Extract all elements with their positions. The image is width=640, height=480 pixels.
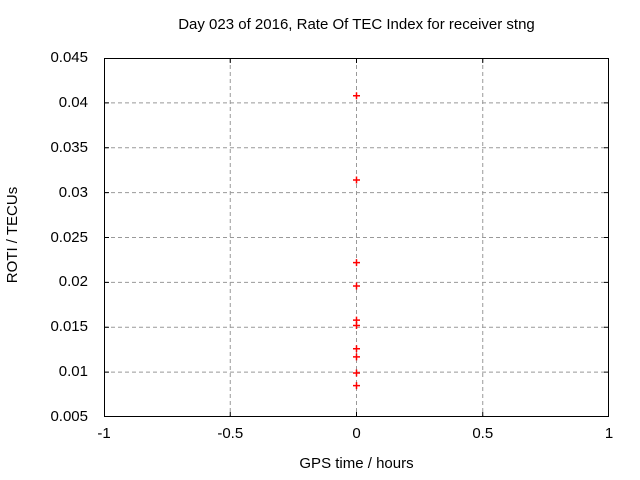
x-tick-label: 0 bbox=[352, 425, 361, 442]
data-point-plus-marker bbox=[353, 369, 360, 377]
y-tick-label: 0.005 bbox=[50, 408, 88, 425]
y-tick-label: 0.04 bbox=[58, 93, 88, 111]
y-axis-label: ROTI / TECUs bbox=[4, 186, 21, 284]
data-point-plus-marker bbox=[353, 321, 360, 329]
y-tick-label: 0.02 bbox=[58, 273, 88, 291]
y-tick-label: 0.01 bbox=[58, 363, 88, 381]
plot-border bbox=[104, 58, 609, 417]
data-point-plus-marker bbox=[353, 345, 360, 353]
plot-canvas bbox=[104, 58, 609, 417]
plot-area bbox=[104, 58, 609, 417]
y-tick-label: 0.045 bbox=[50, 49, 88, 66]
y-tick-label: 0.03 bbox=[58, 183, 88, 201]
x-tick-label: -1 bbox=[97, 425, 111, 442]
data-point-plus-marker bbox=[353, 382, 360, 390]
chart-title: Day 023 of 2016, Rate Of TEC Index for r… bbox=[178, 16, 535, 33]
y-tick-label: 0.025 bbox=[50, 228, 88, 246]
data-point-plus-marker bbox=[353, 92, 360, 100]
y-tick-label: 0.035 bbox=[50, 138, 88, 156]
y-tick-label: 0.015 bbox=[50, 318, 88, 336]
data-point-plus-marker bbox=[353, 176, 360, 184]
data-point-plus-marker bbox=[353, 259, 360, 267]
data-point-plus-marker bbox=[353, 282, 360, 290]
x-tick-label: -0.5 bbox=[217, 425, 244, 442]
x-axis-label: GPS time / hours bbox=[299, 455, 414, 472]
data-point-plus-marker bbox=[353, 353, 360, 361]
x-tick-label: 1 bbox=[604, 425, 614, 442]
x-tick-label: 0.5 bbox=[472, 425, 494, 442]
